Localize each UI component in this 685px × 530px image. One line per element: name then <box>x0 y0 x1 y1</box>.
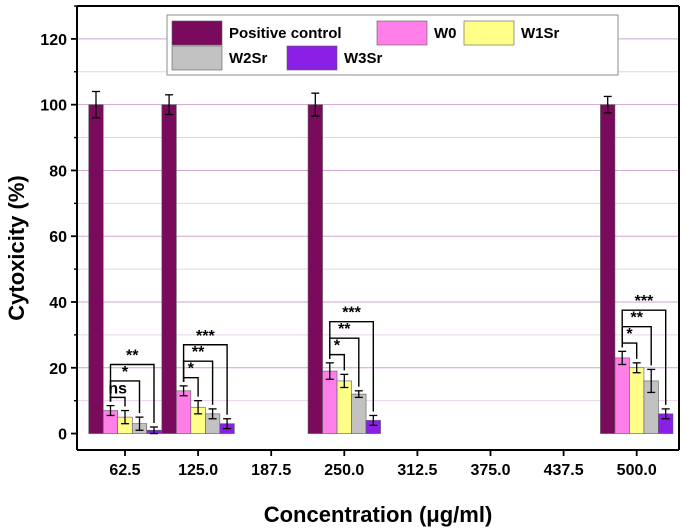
error-bar-w1sr-62.5 <box>121 409 129 425</box>
bar-w1sr-250.0 <box>336 380 352 434</box>
sig-label: *** <box>342 305 361 322</box>
sig-bracket-line <box>621 309 667 405</box>
error-bar-w2sr-250.0 <box>354 390 363 399</box>
legend-item-positive-control: Positive control <box>171 20 342 46</box>
sig-label: *** <box>635 293 654 310</box>
sig-bracket-line <box>329 321 374 412</box>
bar-w0-500.0 <box>614 357 630 434</box>
error-bar-w2sr-62.5 <box>135 416 144 431</box>
x-axis-title: Concentration (μg/ml) <box>264 502 493 527</box>
legend-swatch <box>376 20 428 46</box>
bar-w0-125.0 <box>176 390 192 434</box>
sig-label: ** <box>126 347 139 364</box>
error-bar-positive-control-125.0 <box>165 94 174 116</box>
legend-label: W1Sr <box>521 25 560 42</box>
sig-label: *** <box>196 328 215 345</box>
legend-label: W3Sr <box>344 50 383 67</box>
sig-bracket-line <box>182 344 228 415</box>
error-bar-w3sr-62.5 <box>150 426 158 435</box>
sig-label: ** <box>630 310 643 327</box>
legend-label: W2Sr <box>229 50 268 67</box>
legend-swatch <box>463 20 515 46</box>
y-ticks: 0 20 40 60 80 100 120 <box>40 5 77 444</box>
sig-label: * <box>334 338 341 355</box>
error-bar-w2sr-125.0 <box>208 408 217 420</box>
y-tick-label: 100 <box>40 98 67 115</box>
x-ticks: 62.5 125.0 187.5 250.0 312.5 375.0 437.5 500.0 <box>109 450 657 479</box>
bar-positive-control-62.5 <box>88 104 104 434</box>
significance-brackets: ns********************* <box>108 293 667 423</box>
sig-bracket-500.0-w3sr: *** <box>621 293 667 405</box>
sig-bracket-62.5-w3sr: ** <box>109 347 155 423</box>
bar-positive-control-125.0 <box>161 104 177 434</box>
legend-item-w2sr: W2Sr <box>171 45 268 71</box>
y-axis-title: Cytoxicity (%) <box>4 175 29 320</box>
bar-positive-control-500.0 <box>600 104 616 434</box>
error-bar-w0-500.0 <box>618 350 627 366</box>
sig-bracket-line <box>109 363 155 423</box>
error-bar-positive-control-250.0 <box>311 92 320 117</box>
legend-label: W0 <box>434 25 457 42</box>
sig-label: ** <box>338 321 351 338</box>
x-tick-label: 437.5 <box>544 462 584 479</box>
sig-bracket-125.0-w3sr: *** <box>182 328 228 415</box>
sig-bracket-62.5-w1sr: ns <box>108 380 127 407</box>
error-bar-w1sr-500.0 <box>632 362 641 374</box>
x-tick-label: 250.0 <box>324 462 364 479</box>
error-bar-positive-control-62.5 <box>92 90 100 119</box>
error-bar-w0-250.0 <box>325 362 334 380</box>
x-tick-label: 312.5 <box>397 462 437 479</box>
error-bar-w3sr-125.0 <box>223 418 232 430</box>
bar-w1sr-500.0 <box>629 367 645 434</box>
x-tick-label: 375.0 <box>470 462 510 479</box>
sig-label: ns <box>108 380 127 397</box>
legend-swatch <box>286 45 338 71</box>
x-tick-label: 125.0 <box>178 462 218 479</box>
sig-label: ** <box>192 344 205 361</box>
legend-swatch <box>171 20 223 46</box>
error-bar-w3sr-500.0 <box>661 408 670 420</box>
sig-bracket-500.0-w1sr: * <box>621 326 638 359</box>
error-bar-w2sr-500.0 <box>647 368 656 394</box>
sig-bracket-250.0-w1sr: * <box>329 338 345 371</box>
error-bar-positive-control-500.0 <box>603 95 612 114</box>
sig-label: * <box>122 364 129 381</box>
error-bar-w3sr-250.0 <box>369 414 378 426</box>
y-tick-label: 80 <box>49 163 67 180</box>
x-tick-label: 500.0 <box>617 462 657 479</box>
y-tick-label: 60 <box>49 229 67 246</box>
bar-w2sr-250.0 <box>351 393 367 434</box>
error-bar-w1sr-125.0 <box>194 400 203 415</box>
x-tick-label: 62.5 <box>109 462 140 479</box>
y-tick-label: 120 <box>40 32 67 49</box>
bar-positive-control-250.0 <box>307 104 323 434</box>
y-tick-label: 0 <box>58 427 67 444</box>
legend: Positive control W0 W1Sr W2Sr W3Sr <box>166 14 619 76</box>
legend-label: Positive control <box>229 25 342 42</box>
legend-item-w1sr: W1Sr <box>463 20 560 46</box>
error-bar-w0-125.0 <box>179 385 188 397</box>
legend-item-w3sr: W3Sr <box>286 45 383 71</box>
error-bar-w0-62.5 <box>106 404 115 417</box>
bar-w0-250.0 <box>322 370 338 434</box>
sig-bracket-250.0-w3sr: *** <box>329 305 374 412</box>
x-tick-label: 187.5 <box>251 462 291 479</box>
axes <box>76 5 680 451</box>
bars-group <box>88 90 674 435</box>
sig-label: * <box>626 326 633 343</box>
legend-swatch <box>171 45 223 71</box>
y-tick-label: 20 <box>49 361 67 378</box>
y-tick-label: 40 <box>49 295 67 312</box>
sig-label: * <box>188 361 195 378</box>
legend-item-w0: W0 <box>376 20 457 46</box>
error-bar-w1sr-250.0 <box>340 373 349 389</box>
